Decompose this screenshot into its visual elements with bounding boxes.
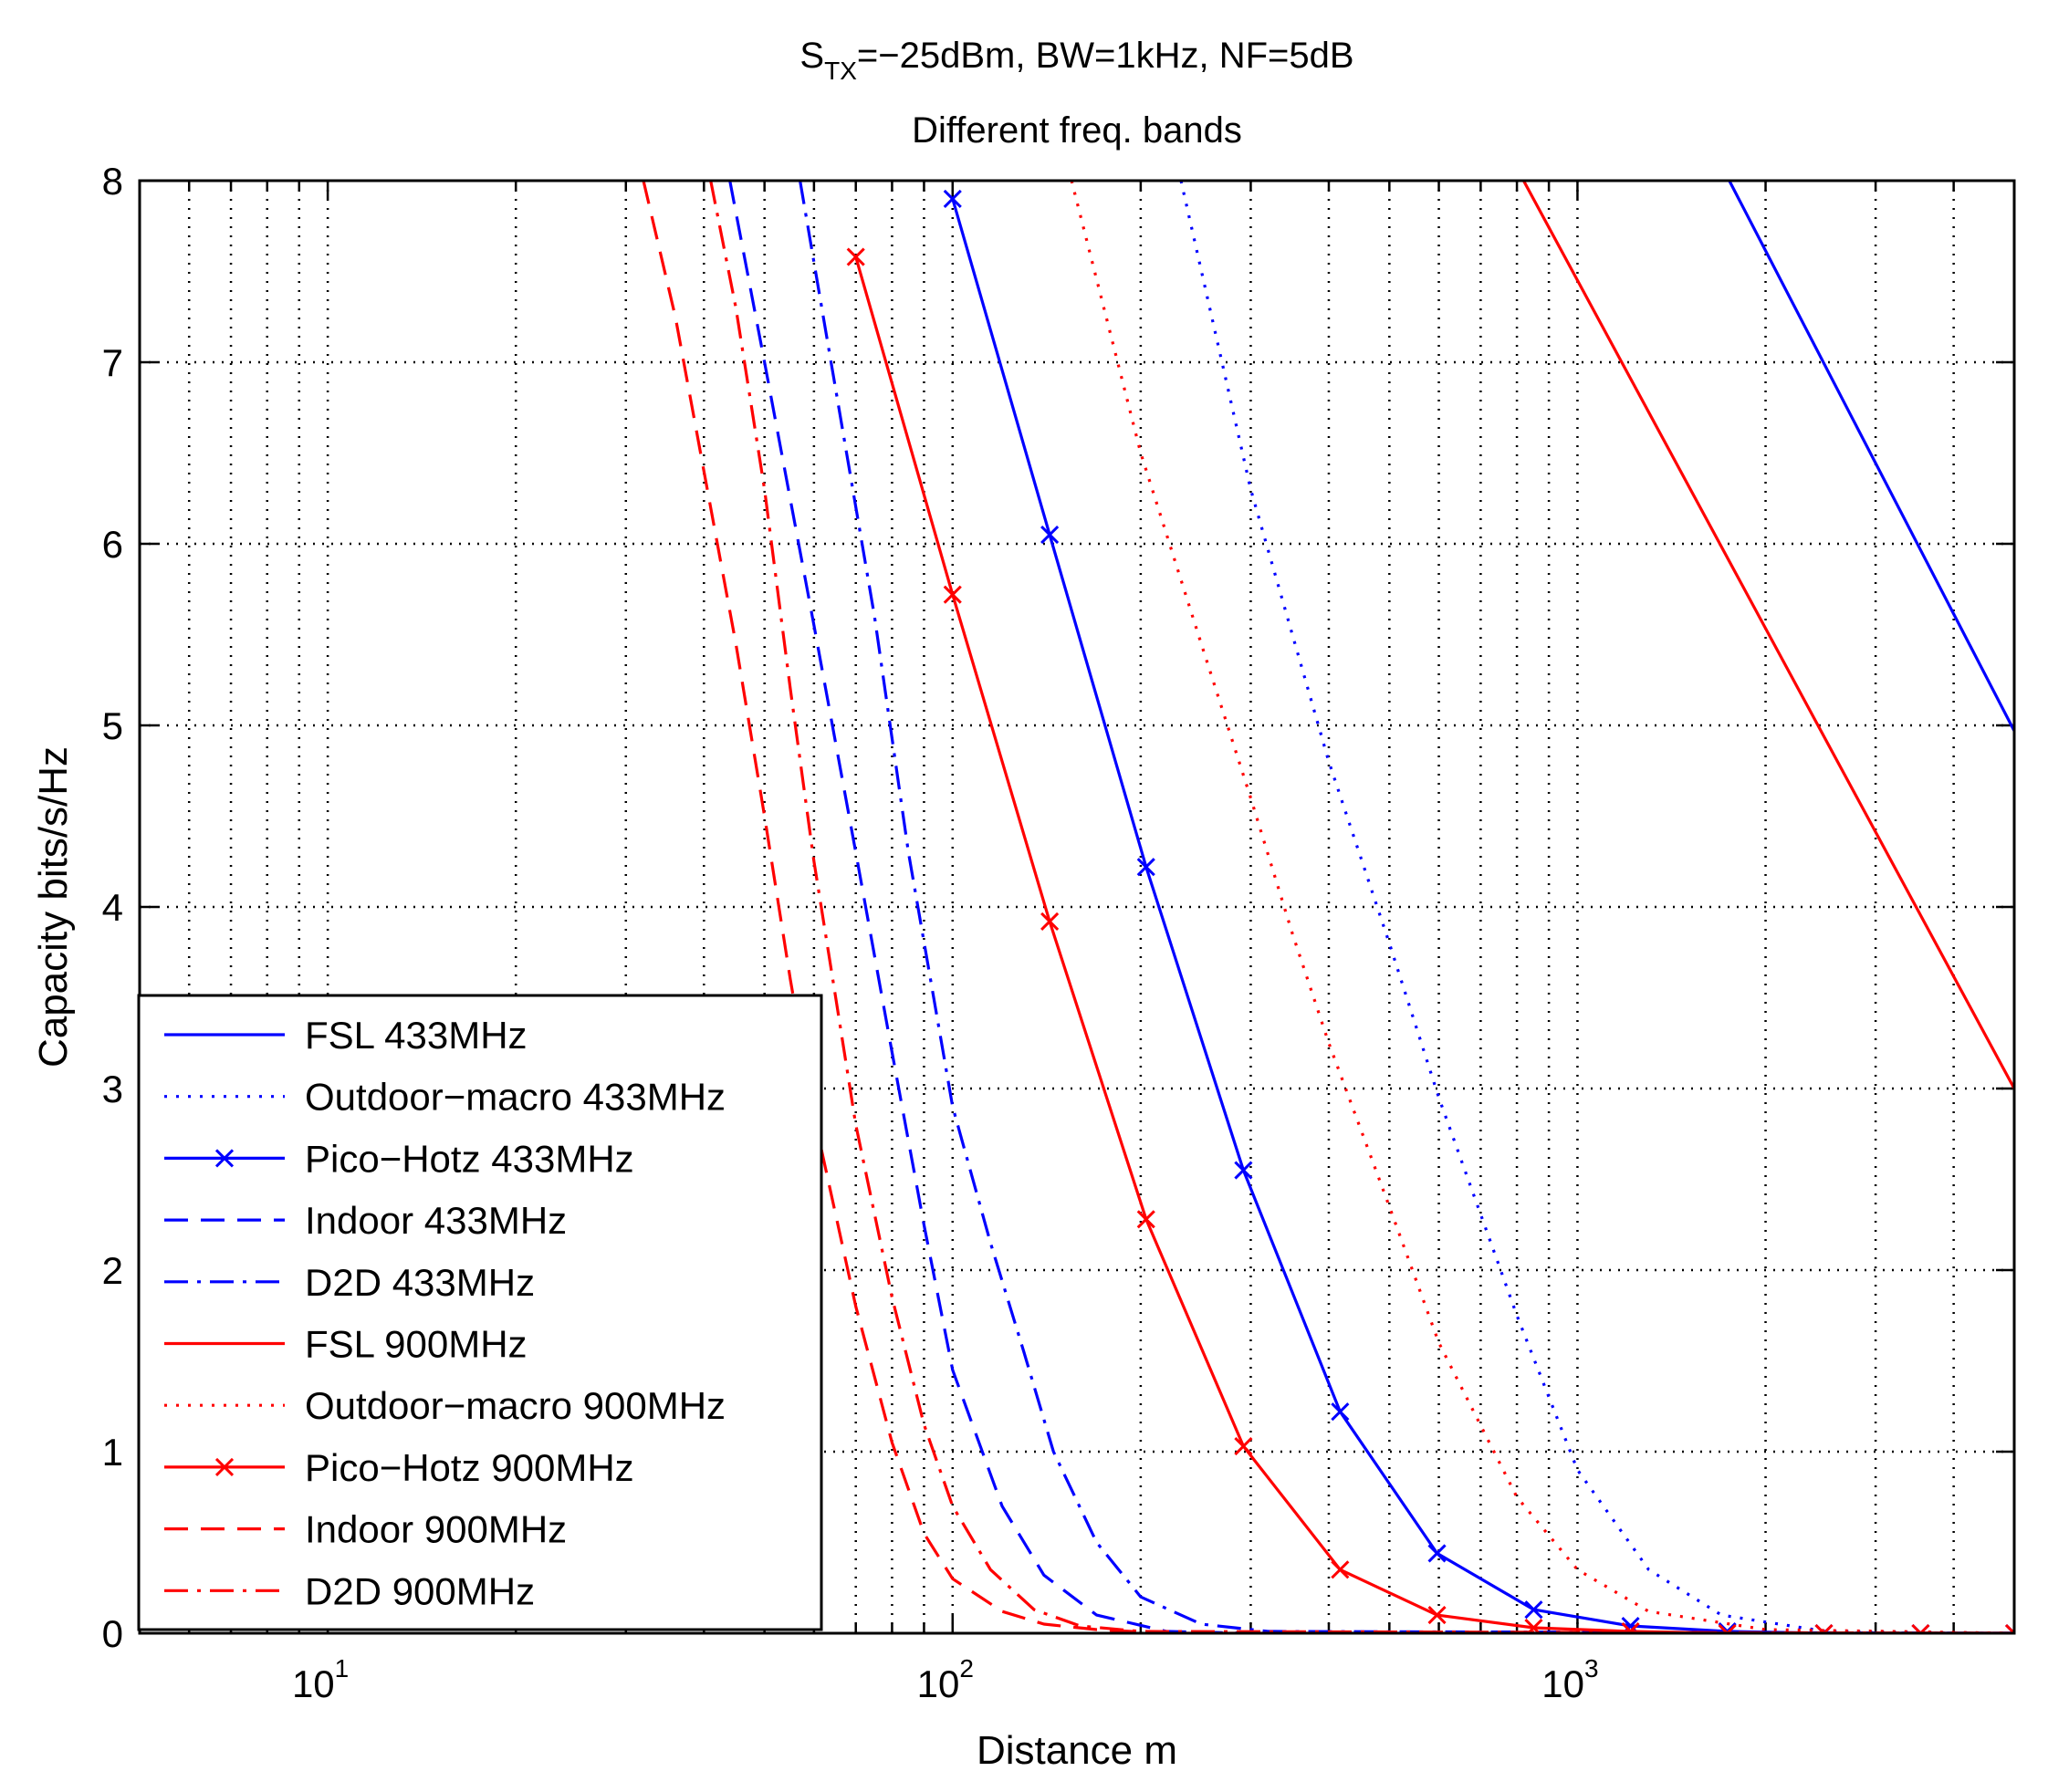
y-tick-label: 1 (102, 1431, 123, 1474)
y-tick-label: 2 (102, 1249, 123, 1292)
legend: FSL 433MHz Outdoor−macro 433MHz Pico−Hotz … (137, 994, 823, 1631)
y-tick-label: 0 (102, 1612, 123, 1655)
title-subscript: TX (824, 57, 857, 85)
title-rest: =−25dBm, BW=1kHz, NF=5dB (857, 36, 1354, 76)
x-tick-label-exponent: 3 (1584, 1654, 1599, 1683)
grid (138, 181, 2016, 1633)
data-point-marker (1814, 1623, 1834, 1633)
title-s: S (799, 36, 824, 76)
x-tick-label-exponent: 2 (959, 1654, 974, 1683)
series-1 (1728, 181, 2014, 732)
legend-marker-8 (214, 1457, 235, 1476)
data-point-marker (943, 189, 962, 208)
x-tick-label: 102 (917, 1654, 974, 1705)
data-point-marker (1136, 1210, 1155, 1229)
legend-marker-3 (214, 1149, 235, 1168)
legend-box (137, 994, 823, 1631)
legend-label-5: D2D 433MHz (305, 1261, 535, 1304)
data-point-marker (1524, 1600, 1543, 1620)
y-tick-label: 4 (102, 886, 123, 929)
series-8 (846, 247, 2014, 1633)
x-tick-label-base: 10 (917, 1662, 960, 1705)
series-5 (799, 181, 2014, 1633)
data-point-marker (1234, 1161, 1253, 1180)
data-point-marker (1234, 1436, 1253, 1456)
legend-label-8: Pico−Hotz 900MHz (305, 1446, 634, 1489)
data-point-marker (1136, 858, 1155, 877)
legend-label-1: FSL 433MHz (305, 1014, 528, 1057)
data-point-marker (1718, 1623, 1737, 1633)
y-tick-label: 3 (102, 1068, 123, 1110)
chart-title-line2: Different freq. bands (912, 110, 1242, 151)
series-line (799, 181, 2014, 1633)
y-tick-label: 6 (102, 523, 123, 566)
data-point-marker (1331, 1560, 1350, 1579)
legend-label-7: Outdoor−macro 900MHz (305, 1384, 726, 1427)
data-point-marker (1040, 912, 1060, 931)
data-point-marker (1524, 1618, 1543, 1633)
legend-label-6: FSL 900MHz (305, 1323, 528, 1366)
data-point-marker (846, 247, 865, 266)
plot-frame (138, 179, 2016, 1635)
legend-label-4: Indoor 433MHz (305, 1199, 567, 1242)
legend-label-9: Indoor 900MHz (305, 1508, 567, 1551)
data-point-marker (1427, 1544, 1447, 1563)
data-point-marker (1911, 1623, 1930, 1633)
x-axis-label: Distance m (977, 1728, 1177, 1773)
series-10 (709, 181, 2014, 1633)
x-tick-label: 103 (1541, 1654, 1598, 1705)
series-line (951, 198, 2014, 1633)
y-tick-label: 5 (102, 704, 123, 747)
legend-label-2: Outdoor−macro 433MHz (305, 1076, 726, 1119)
x-tick-label: 101 (292, 1654, 349, 1705)
data-point-marker (1040, 525, 1060, 545)
series-line (1728, 181, 2014, 732)
series-line (642, 181, 2014, 1633)
y-tick-label: 7 (102, 341, 123, 384)
data-point-marker (1427, 1606, 1447, 1625)
legend-label-3: Pico−Hotz 433MHz (305, 1137, 634, 1180)
x-tick-label-base: 10 (292, 1662, 335, 1705)
legend-label-10: D2D 900MHz (305, 1569, 535, 1612)
x-tick-label-exponent: 1 (335, 1654, 350, 1683)
series-9 (642, 181, 2014, 1633)
x-tick-label-base: 10 (1541, 1662, 1584, 1705)
data-point-marker (2004, 1623, 2014, 1633)
data-point-marker (1621, 1621, 1640, 1633)
series-line (1521, 181, 2014, 1089)
series-line (709, 181, 2014, 1633)
y-axis-label: Capacity bits/s/Hz (31, 746, 76, 1068)
chart-title-line1: STX=−25dBm, BW=1kHz, NF=5dB (799, 36, 1353, 85)
series-group (642, 181, 2014, 1633)
series-6 (1521, 181, 2014, 1089)
data-point-marker (943, 585, 962, 604)
data-point-marker (1331, 1402, 1350, 1422)
y-tick-label: 8 (102, 160, 123, 203)
